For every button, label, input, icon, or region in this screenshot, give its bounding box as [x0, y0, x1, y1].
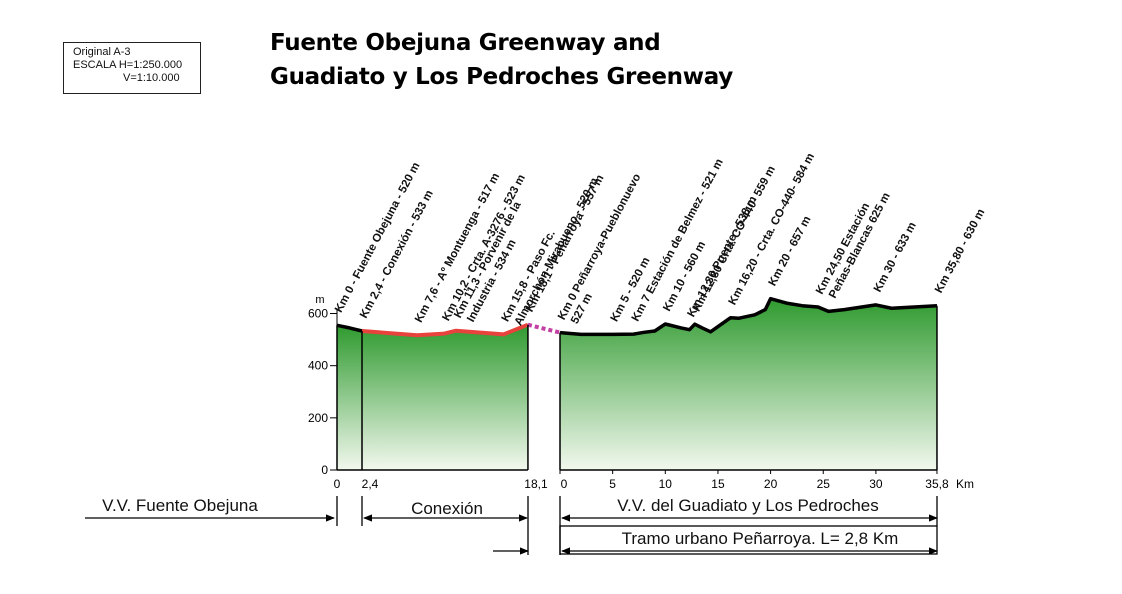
y-tick-label: 400 — [308, 359, 328, 373]
scale-vertical-label: V=1:10.000 — [123, 72, 180, 84]
x-tick-label: 2,4 — [362, 477, 379, 491]
x-tick-label: 35,8 — [925, 477, 949, 491]
profile-annotation: Km 30 - 633 m — [872, 220, 919, 294]
profile-area-section-0 — [337, 325, 363, 470]
chart-title-line-1: Fuente Obejuna Greenway and — [270, 30, 661, 56]
scale-original-label: Original A-3 — [73, 46, 131, 58]
x-tick-label: 30 — [869, 477, 883, 491]
scale-legend-box: Original A-3 ESCALA H=1:250.000 V=1:10.0… — [63, 42, 201, 94]
y-tick-label: 0 — [321, 463, 328, 477]
x-tick-label: 20 — [764, 477, 778, 491]
profile-area-section-2 — [560, 298, 937, 470]
x-tick-label: 0 — [561, 477, 568, 491]
profile-line-section-1 — [361, 322, 529, 338]
x-tick-label: 25 — [817, 477, 831, 491]
x-tick-label: 5 — [609, 477, 616, 491]
y-tick-label: 200 — [308, 411, 328, 425]
y-tick-label: 600 — [308, 307, 328, 321]
profile-line-section-0 — [336, 323, 363, 333]
x-tick-label: 0 — [334, 477, 341, 491]
profile-annotation: Km 35,80 - 630 m — [933, 207, 987, 295]
section-label-conexion: Conexión — [411, 499, 483, 518]
y-axis-unit-label: m — [315, 294, 324, 306]
chart-title-line-2: Guadiato y Los Pedroches Greenway — [270, 64, 733, 90]
x-tick-label: 18,1 — [524, 477, 548, 491]
chart-title: Fuente Obejuna Greenway and Guadiato y L… — [270, 26, 733, 94]
profile-area-section-1 — [362, 324, 528, 470]
x-axis-unit-label: Km — [956, 477, 974, 491]
section-label-tramo-urbano: Tramo urbano Peñarroya. L= 2,8 Km — [622, 529, 899, 548]
x-tick-label: 10 — [659, 477, 673, 491]
scale-horizontal-label: ESCALA H=1:250.000 — [73, 59, 183, 71]
tramo-urbano-box — [559, 525, 938, 555]
gap-dashed-connector — [527, 322, 561, 335]
x-tick-label: 15 — [711, 477, 725, 491]
section-label-fuente-obejuna: V.V. Fuente Obejuna — [102, 496, 258, 515]
section-label-guadiato-pedroches: V.V. del Guadiato y Los Pedroches — [617, 496, 878, 515]
profile-line-section-2 — [559, 296, 938, 337]
